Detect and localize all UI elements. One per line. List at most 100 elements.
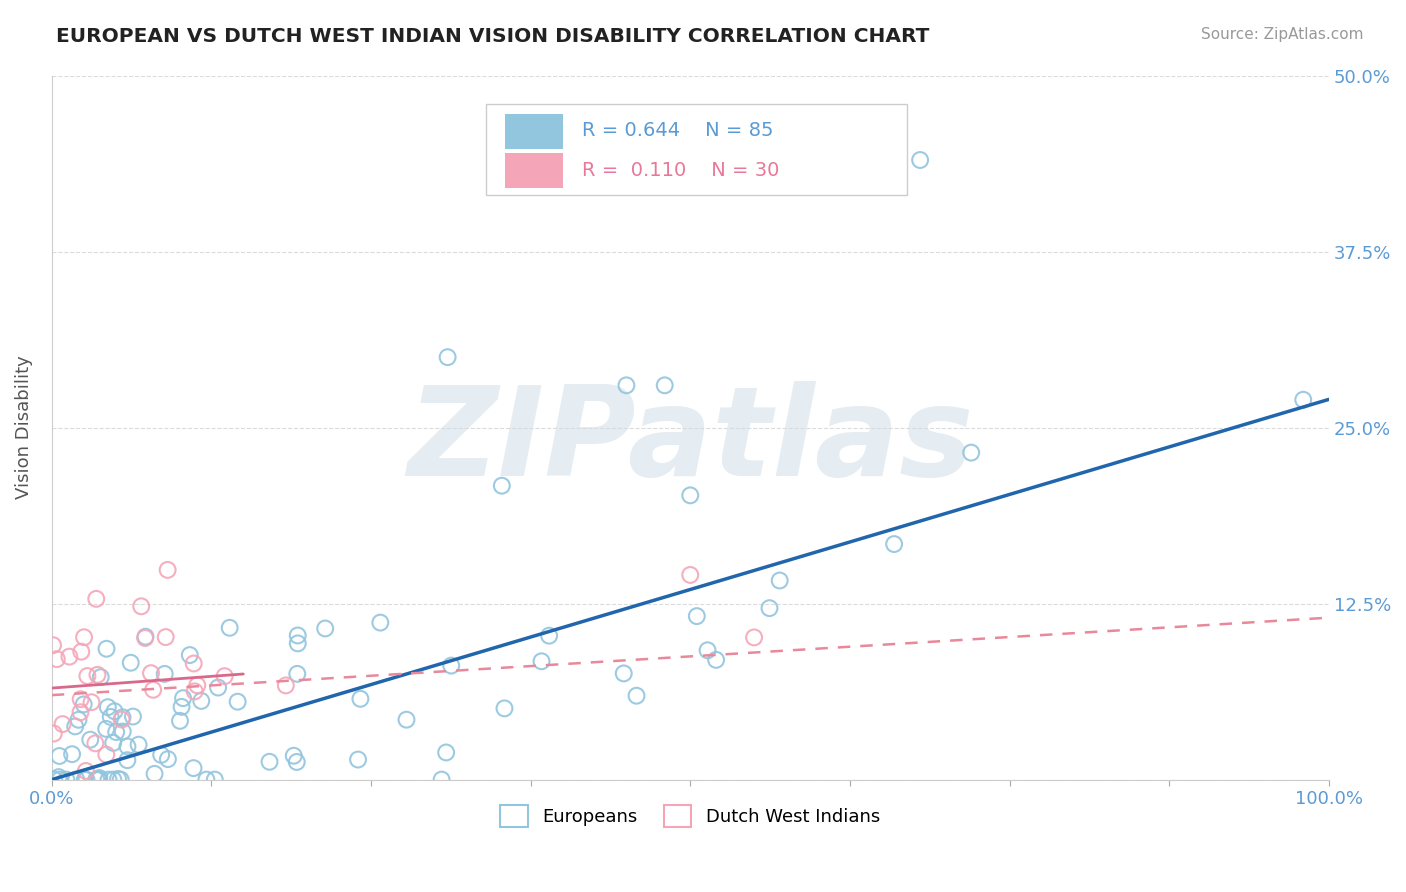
Point (103, 704, 125, 718)
Point (183, 761, 205, 775)
Point (103, 736, 125, 750)
Point (183, 657, 205, 671)
Point (48, 749, 70, 764)
Point (76, 772, 98, 787)
Point (111, 724, 134, 739)
Point (530, 654, 553, 668)
Point (283, 748, 305, 763)
Point (89, 771, 111, 785)
Point (52, 717, 75, 731)
Point (122, 709, 145, 723)
Point (156, 752, 179, 766)
Point (42, 726, 65, 740)
Point (207, 681, 229, 695)
Point (143, 767, 166, 781)
Point (84, 591, 107, 606)
Point (183, 684, 205, 698)
Point (742, 631, 765, 645)
Point (616, 378, 638, 392)
Legend: Europeans, Dutch West Indians: Europeans, Dutch West Indians (494, 797, 887, 834)
Point (79, 732, 101, 747)
Point (76, 669, 98, 683)
Point (100, 710, 122, 724)
Point (84, 736, 107, 750)
Point (111, 710, 134, 724)
Point (679, 488, 702, 502)
Point (87, 772, 110, 787)
Point (626, 689, 648, 703)
Point (45, 652, 67, 666)
Point (153, 667, 176, 681)
Point (654, 378, 676, 392)
Point (44, 772, 66, 787)
Point (75, 764, 97, 778)
Point (87, 772, 110, 787)
Point (214, 669, 236, 683)
Point (42, 638, 65, 652)
Bar (505, 114, 562, 150)
Point (70, 645, 93, 659)
Point (60, 747, 83, 761)
Point (63, 719, 86, 733)
Point (105, 725, 128, 739)
Point (883, 537, 905, 551)
Point (169, 714, 191, 728)
Point (287, 636, 309, 650)
Point (440, 658, 463, 673)
Point (285, 755, 308, 769)
Text: EUROPEAN VS DUTCH WEST INDIAN VISION DISABILITY CORRELATION CHART: EUROPEAN VS DUTCH WEST INDIAN VISION DIS… (56, 27, 929, 45)
Point (84, 772, 107, 787)
Point (172, 691, 194, 706)
Point (110, 713, 132, 727)
Point (73, 772, 96, 787)
Point (73, 630, 96, 644)
Text: Source: ZipAtlas.com: Source: ZipAtlas.com (1201, 27, 1364, 42)
Point (128, 738, 150, 752)
Point (436, 350, 458, 364)
Point (134, 630, 156, 644)
Point (190, 694, 212, 708)
Point (430, 772, 453, 787)
Point (73, 698, 96, 712)
Point (769, 574, 792, 588)
Point (90, 670, 112, 684)
Point (494, 701, 516, 715)
Point (69, 692, 91, 706)
Point (110, 772, 132, 787)
Point (65, 772, 87, 787)
Point (679, 568, 702, 582)
Point (349, 691, 371, 706)
Point (170, 699, 193, 714)
Point (613, 666, 636, 681)
Point (259, 755, 281, 769)
Point (134, 631, 156, 645)
Point (960, 445, 983, 459)
Point (155, 630, 177, 644)
Point (287, 628, 309, 642)
Point (103, 772, 125, 787)
Point (696, 643, 718, 657)
Point (704, 653, 727, 667)
Point (142, 682, 165, 697)
Point (204, 772, 226, 787)
Point (139, 666, 162, 681)
Point (86, 668, 108, 682)
Point (117, 753, 139, 767)
Point (314, 622, 336, 636)
Point (96, 722, 118, 736)
Point (48, 770, 70, 784)
Point (186, 678, 208, 692)
Y-axis label: Vision Disability: Vision Disability (15, 356, 32, 500)
Bar (505, 153, 562, 188)
Point (347, 753, 370, 767)
Point (686, 609, 709, 624)
Point (274, 678, 297, 692)
Point (491, 479, 513, 493)
Point (285, 666, 308, 681)
Point (69, 705, 91, 719)
Point (97, 700, 120, 714)
Point (97, 772, 120, 787)
Point (120, 656, 142, 670)
Point (908, 153, 931, 167)
Point (179, 648, 201, 662)
